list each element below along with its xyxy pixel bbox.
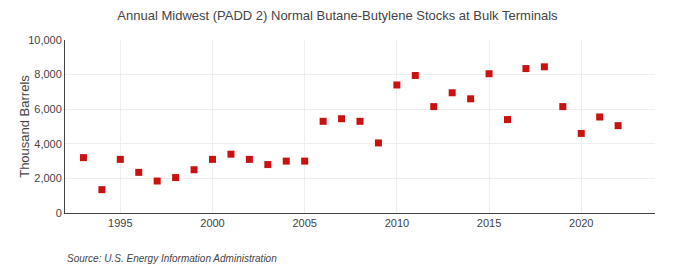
svg-text:2015: 2015 xyxy=(477,217,501,229)
svg-text:Annual Midwest (PADD 2) Normal: Annual Midwest (PADD 2) Normal Butane-Bu… xyxy=(117,8,558,23)
svg-text:4,000: 4,000 xyxy=(34,138,62,150)
svg-text:2,000: 2,000 xyxy=(34,172,62,184)
svg-text:6,000: 6,000 xyxy=(34,103,62,115)
svg-text:1995: 1995 xyxy=(108,217,132,229)
svg-text:Source: U.S. Energy Informatio: Source: U.S. Energy Information Administ… xyxy=(67,253,277,264)
svg-text:Thousand Barrels: Thousand Barrels xyxy=(17,75,32,178)
svg-text:8,000: 8,000 xyxy=(34,68,62,80)
svg-text:2010: 2010 xyxy=(385,217,409,229)
svg-text:2005: 2005 xyxy=(292,217,316,229)
svg-text:2000: 2000 xyxy=(200,217,224,229)
svg-text:2020: 2020 xyxy=(569,217,593,229)
svg-text:0: 0 xyxy=(56,207,62,219)
svg-text:10,000: 10,000 xyxy=(28,34,62,46)
